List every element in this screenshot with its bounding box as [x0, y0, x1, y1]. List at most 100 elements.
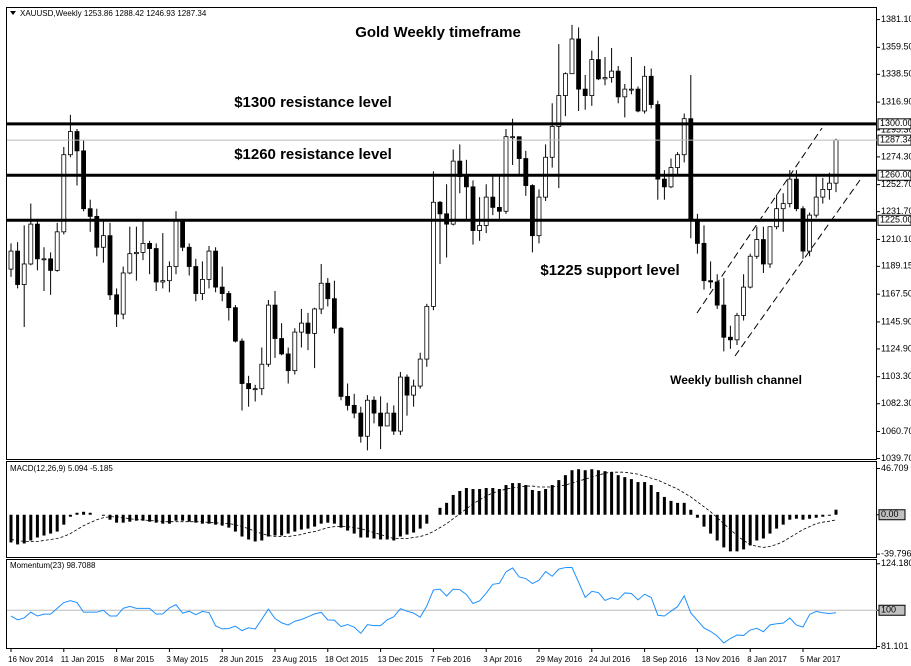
macd-bar [9, 514, 13, 543]
y-tick-label: -39.796 [881, 549, 911, 559]
y-tick-box [878, 604, 906, 616]
macd-bar [154, 514, 158, 523]
y-tick-label: 1103.30 [881, 371, 911, 381]
macd-bar [412, 514, 416, 533]
x-tick-label: 8 Jan 2017 [747, 655, 787, 664]
y-tick-label: 1359.50 [881, 42, 911, 52]
macd-bar [689, 509, 693, 515]
x-tick-label: 28 Jun 2015 [219, 655, 264, 664]
candle-body [774, 208, 779, 228]
y-tick-label: 1082.30 [881, 398, 911, 408]
price-panel [6, 7, 877, 460]
macd-bar [35, 514, 39, 538]
macd-bar [332, 514, 336, 524]
price-header: XAUUSD,Weekly 1253.86 1288.42 1246.93 12… [20, 9, 207, 18]
candle-body [397, 376, 403, 432]
macd-bar [755, 514, 759, 541]
level-label: 1260.00 [880, 170, 911, 180]
macd-bar [134, 514, 138, 521]
macd-bar [775, 514, 779, 529]
macd-bar [497, 489, 501, 515]
macd-bar [524, 485, 528, 515]
candle-body [549, 126, 555, 158]
candle-body [655, 104, 661, 180]
x-tick-label: 3 Apr 2016 [483, 655, 522, 664]
momentum-panel [6, 559, 877, 649]
current-price-box [877, 134, 911, 146]
macd-bar [49, 514, 53, 534]
macd-bar [742, 514, 746, 550]
candle-body [166, 266, 172, 282]
candle-body [701, 242, 707, 282]
macd-bar [484, 488, 488, 515]
macd-bar [346, 514, 350, 531]
macd-bar [788, 514, 792, 520]
macd-bar [260, 514, 264, 541]
candle-body [15, 250, 21, 285]
macd-bar [669, 500, 673, 515]
candle-body [186, 246, 192, 267]
signal-value: -5.185 [90, 464, 113, 473]
macd-bar [55, 514, 59, 532]
macd-bar [827, 514, 831, 516]
candle-body [767, 226, 773, 265]
candle-body [411, 385, 417, 396]
macd-bar [517, 483, 521, 515]
macd-bar [88, 512, 92, 515]
x-tick-label: 23 Aug 2015 [272, 655, 317, 664]
macd-bar [511, 483, 515, 515]
candle-body [54, 231, 60, 271]
candle-body [94, 216, 100, 248]
macd-bar [148, 514, 152, 522]
candle-body [576, 38, 581, 90]
candle-body [430, 201, 436, 307]
y-tick-label: 46.709 [881, 463, 909, 473]
macd-panel [6, 461, 877, 558]
candle-body [807, 214, 812, 252]
menu-arrow [10, 11, 16, 15]
macd-bar [530, 490, 534, 515]
macd-bar [22, 514, 26, 544]
candle-body [734, 314, 740, 341]
x-tick-label: 29 May 2016 [536, 655, 583, 664]
macd-bar [319, 514, 323, 524]
y-tick-label: 81.101 [881, 641, 909, 651]
y-tick-label: 1145.90 [881, 316, 911, 326]
macd-bar [702, 514, 706, 527]
candle-body [582, 88, 588, 96]
y-tick-label: 1381.10 [881, 14, 911, 24]
signal-line [10, 471, 837, 548]
macd-bar [220, 514, 224, 526]
macd-bar [583, 470, 587, 515]
candle-body [530, 185, 535, 237]
candle-body [8, 250, 14, 270]
candle-body [741, 286, 746, 316]
macd-bar [207, 514, 211, 524]
level-label: 1225.00 [880, 215, 911, 225]
candle-body [35, 223, 40, 260]
macd-bar [392, 514, 396, 541]
candle-body [338, 327, 344, 397]
candle-body [226, 293, 232, 309]
candle-body [81, 150, 86, 210]
macd-bar [722, 514, 726, 548]
macd-bar [101, 514, 105, 516]
macd-bar [715, 514, 719, 541]
macd-bar [372, 514, 376, 539]
candle-body [496, 207, 502, 212]
candle-body [827, 182, 832, 190]
x-tick-label: 24 Jul 2016 [589, 655, 631, 664]
level-box [877, 214, 911, 226]
x-tick-label: 3 May 2015 [166, 655, 208, 664]
candle-body [708, 280, 713, 283]
candle-body [252, 388, 258, 391]
macd-bar [649, 485, 653, 515]
candle-body [695, 219, 700, 244]
candle-body [648, 75, 654, 105]
macd-bar [603, 471, 607, 515]
x-tick-label: 13 Nov 2016 [694, 655, 740, 664]
macd-value: 5.094 [68, 464, 89, 473]
candle-body [378, 412, 384, 427]
macd-bar [748, 514, 752, 546]
